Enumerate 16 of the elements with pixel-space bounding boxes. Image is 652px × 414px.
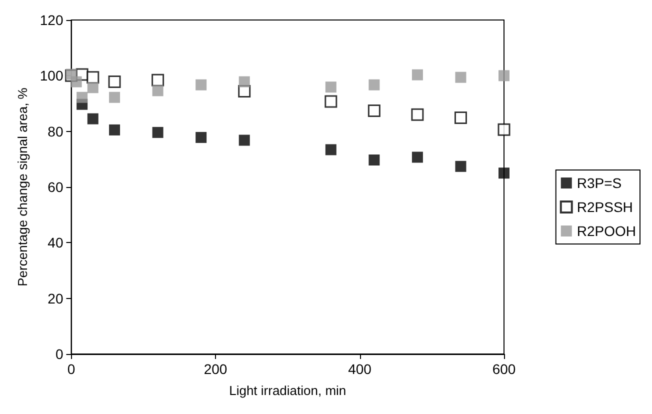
y-tick-label: 60: [48, 179, 64, 195]
y-tick-label: 40: [48, 234, 64, 251]
x-tick-label: 600: [492, 361, 516, 377]
x-tick-label: 400: [348, 361, 372, 377]
y-tick-label: 100: [40, 68, 64, 84]
x-axis-title: Light irradiation, min: [229, 383, 346, 398]
y-tick-label: 20: [48, 290, 64, 306]
y-tick-label: 80: [48, 123, 64, 140]
x-tick-label: 0: [67, 361, 76, 377]
x-tick-label: 200: [204, 361, 228, 377]
y-axis-title: Percentage change signal area, %: [15, 87, 30, 286]
y-tick-label: 120: [40, 12, 64, 28]
y-tick-label: 0: [55, 346, 64, 362]
legend-label: R2PSSH: [576, 199, 633, 215]
legend-label: R2POOH: [576, 223, 636, 239]
legend-label: R3P=S: [576, 175, 622, 191]
